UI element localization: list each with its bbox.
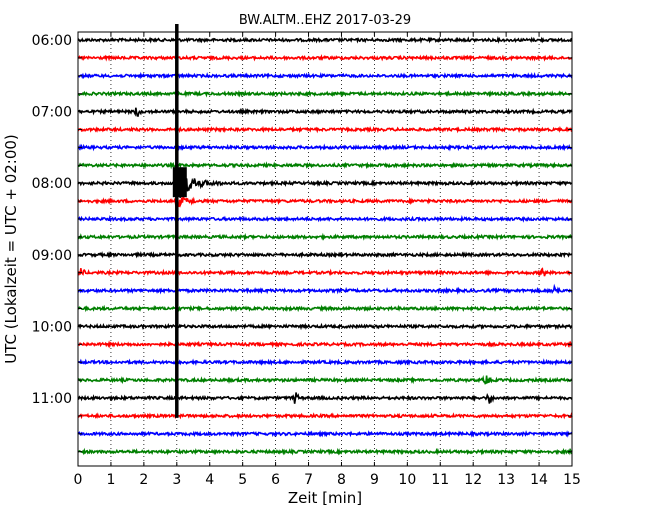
x-tick-label: 13: [497, 472, 515, 488]
x-tick-label: 14: [530, 472, 548, 488]
trace-line: [77, 232, 573, 241]
trace-line: [77, 143, 573, 152]
trace-line: [77, 340, 573, 349]
x-axis-label: Zeit [min]: [288, 489, 362, 507]
x-tick-label: 10: [398, 472, 416, 488]
plot-frame: [77, 31, 573, 467]
x-tick-label: 12: [464, 472, 482, 488]
trace-line: [77, 195, 573, 208]
x-tick-label: 7: [304, 472, 313, 488]
trace-line: [77, 392, 573, 404]
x-axis: 0 1 2 3 4 5 6 7 8 9 10 11 12 13 14 15: [74, 32, 581, 488]
x-tick-label: 2: [139, 472, 148, 488]
y-tick-label: 09:00: [32, 248, 72, 264]
trace-line: [77, 161, 573, 170]
trace-line: [77, 429, 573, 438]
trace-line: [77, 35, 573, 44]
trace-line: [77, 107, 573, 117]
x-tick-label: 5: [238, 472, 247, 488]
x-tick-label: 9: [370, 472, 379, 488]
x-tick-label: 15: [563, 472, 581, 488]
y-axis: 06:00 07:00 08:00 09:00 10:00 11:00: [32, 33, 572, 453]
y-axis-label: UTC (Lokalzeit = UTC + 02:00): [2, 134, 20, 364]
y-tick-label: 08:00: [32, 176, 72, 192]
y-tick-label: 06:00: [32, 33, 72, 49]
trace-line: [77, 170, 573, 199]
trace-line: [77, 267, 573, 277]
x-tick-label: 4: [205, 472, 214, 488]
trace-line: [77, 54, 573, 62]
trace-line: [77, 322, 573, 331]
earthquake-burst: [172, 167, 187, 198]
trace-line: [77, 251, 573, 259]
trace-line: [77, 125, 573, 134]
x-tick-label: 3: [172, 472, 181, 488]
x-tick-label: 11: [431, 472, 449, 488]
vertical-grid: [110, 32, 540, 466]
trace-line: [78, 304, 573, 313]
trace-line: [77, 412, 573, 420]
y-tick-label: 11:00: [32, 391, 72, 407]
chart-title: BW.ALTM..EHZ 2017-03-29: [239, 13, 411, 28]
x-tick-label: 8: [337, 472, 346, 488]
trace-line: [77, 358, 573, 367]
x-tick-label: 1: [106, 472, 115, 488]
trace-line: [77, 283, 573, 295]
trace-group: [77, 24, 573, 456]
y-tick-label: 07:00: [32, 105, 72, 121]
trace-line: [77, 89, 573, 98]
trace-line: [77, 71, 573, 80]
x-tick-label: 0: [74, 472, 83, 488]
trace-line: [77, 374, 573, 385]
trace-line: [77, 447, 573, 456]
y-tick-label: 10:00: [32, 319, 72, 335]
trace-line: [77, 214, 573, 223]
x-tick-label: 6: [271, 472, 280, 488]
